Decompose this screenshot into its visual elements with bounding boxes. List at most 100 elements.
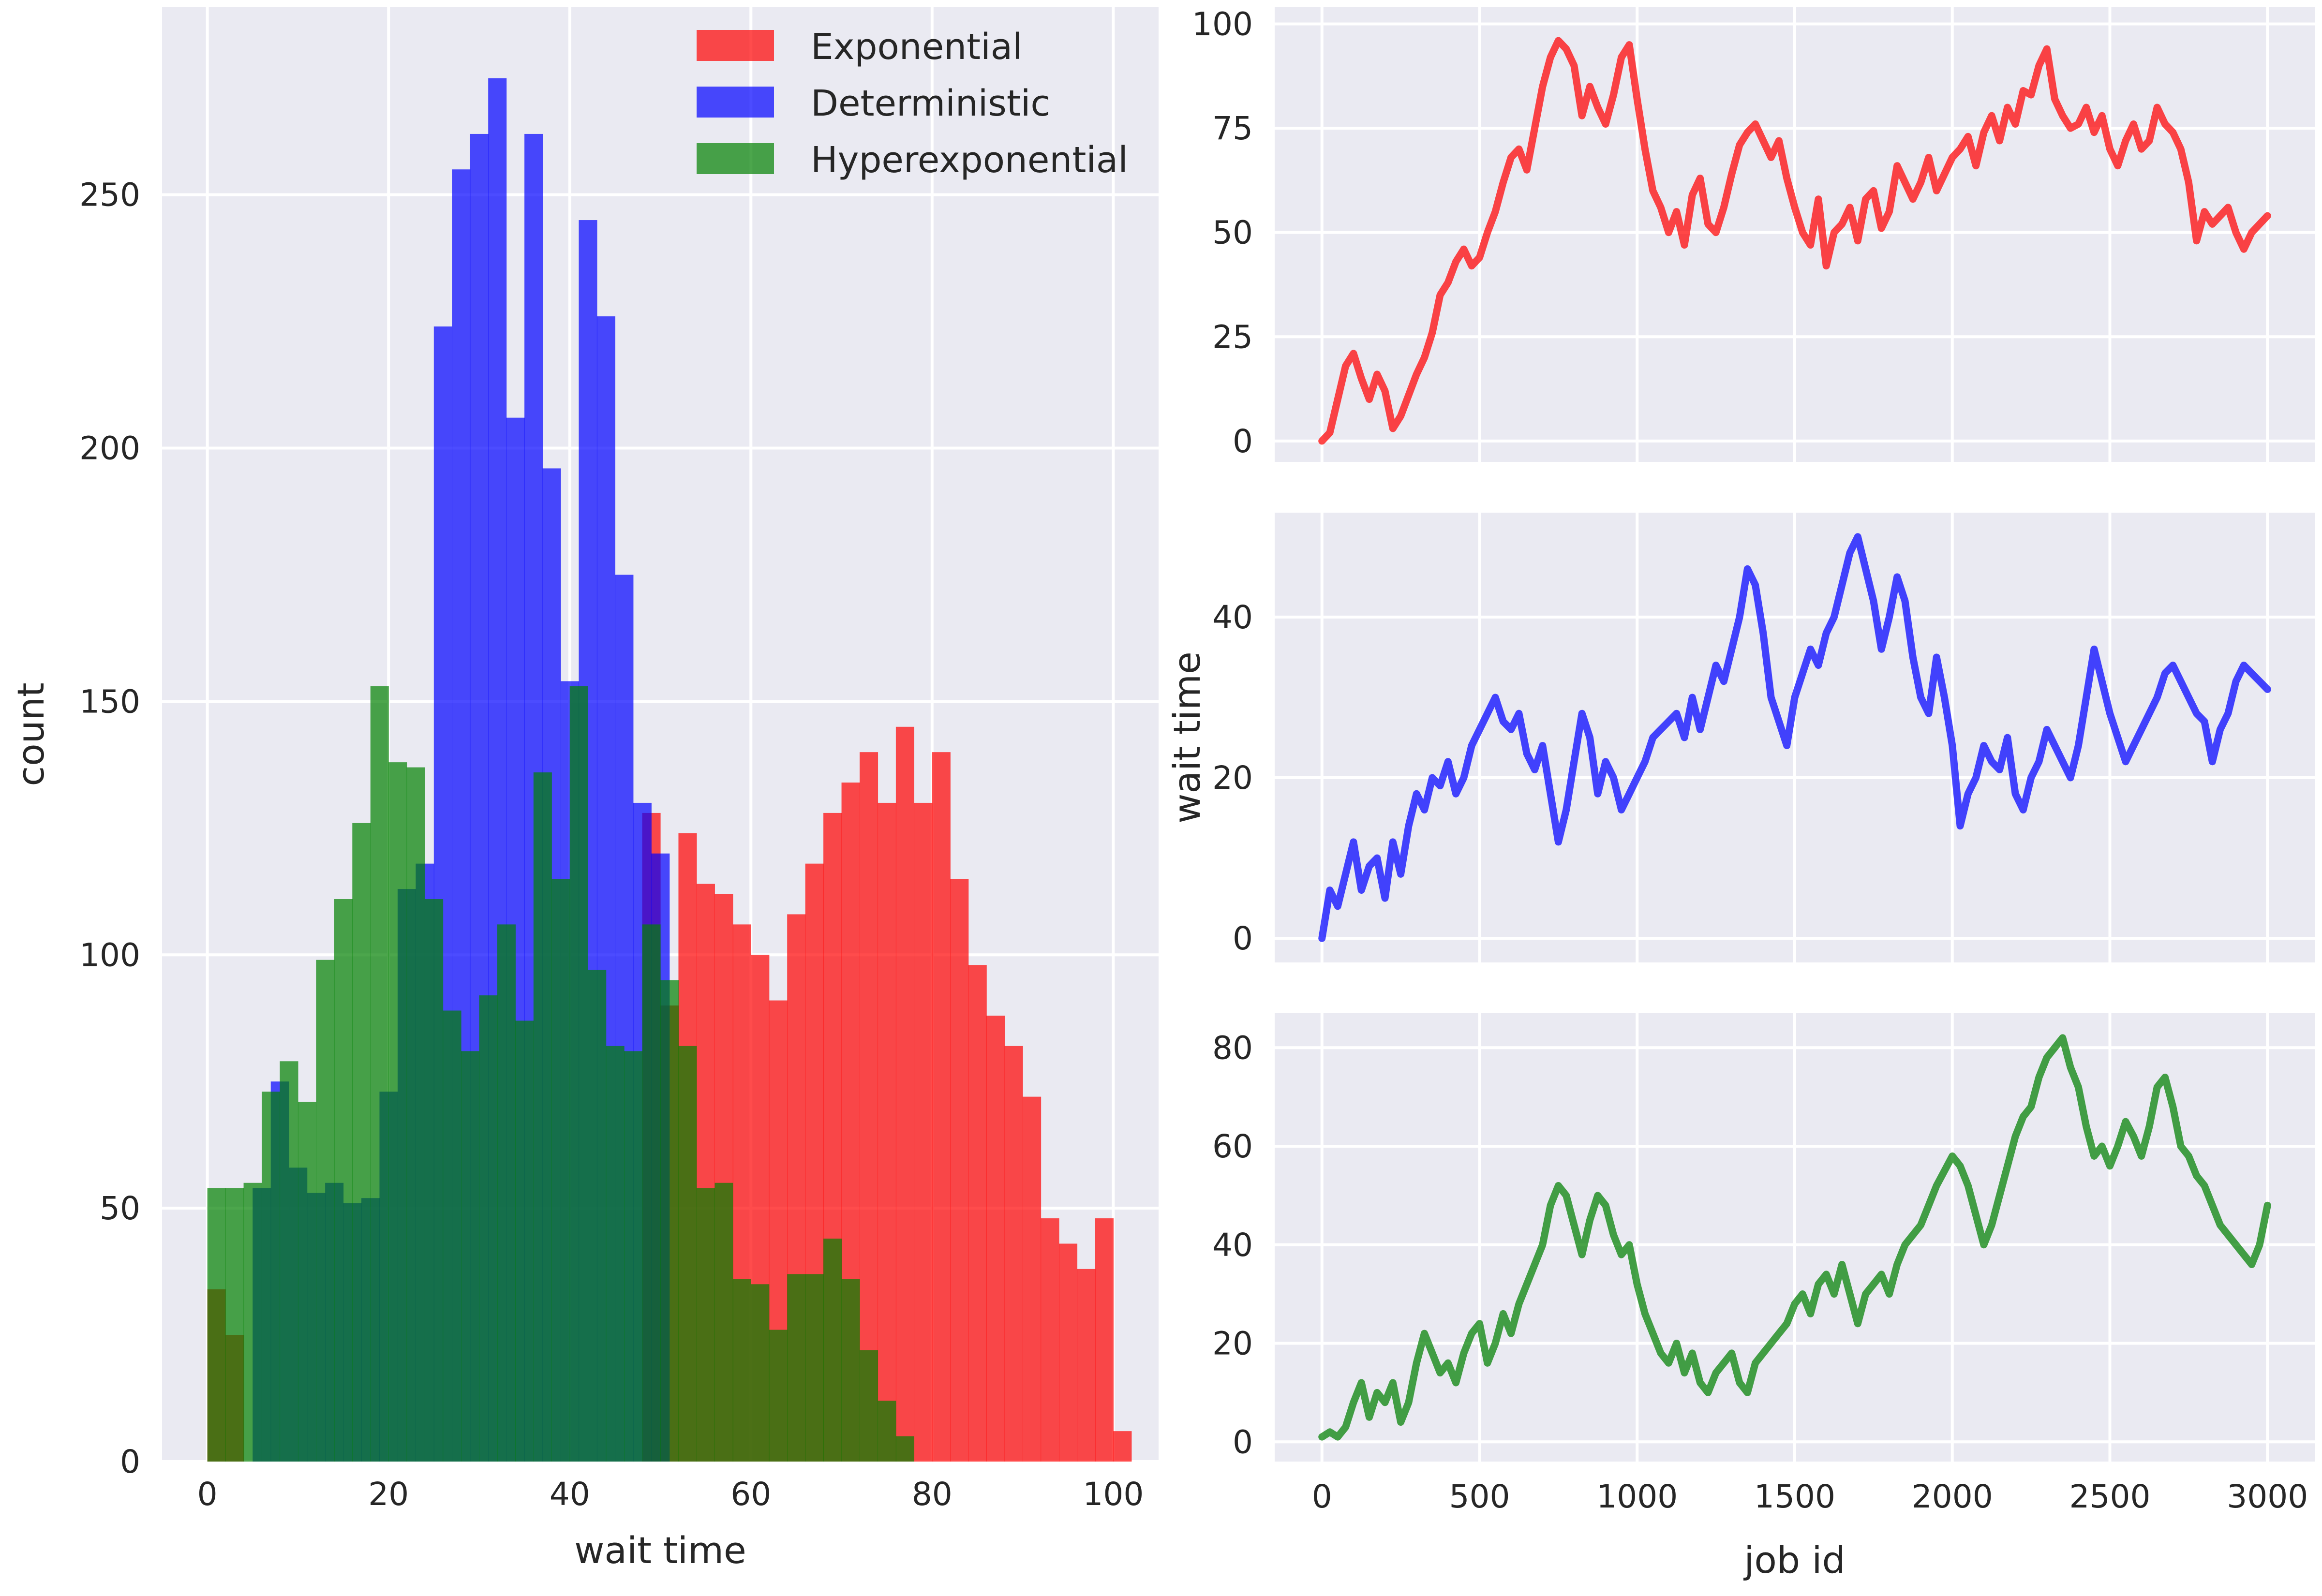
line-y-tick-label: 0 bbox=[1233, 423, 1253, 460]
histogram-x-tick-label: 60 bbox=[730, 1476, 771, 1513]
histogram-bar bbox=[443, 1010, 461, 1462]
line-x-tick-label: 0 bbox=[1312, 1478, 1332, 1515]
line-y-tick-label: 20 bbox=[1212, 759, 1253, 797]
histogram-bar bbox=[479, 995, 498, 1462]
histogram-y-tick-label: 50 bbox=[100, 1190, 140, 1227]
histogram-bar bbox=[388, 762, 407, 1462]
histogram-bar bbox=[1113, 1431, 1132, 1462]
histogram-bar bbox=[878, 1401, 896, 1462]
histogram-bar bbox=[461, 1051, 480, 1462]
histogram-bar bbox=[243, 1182, 262, 1462]
histogram-bar bbox=[225, 1188, 244, 1462]
histogram-bar bbox=[262, 1092, 281, 1462]
histogram-bar bbox=[914, 802, 933, 1462]
line-y-tick-label: 40 bbox=[1212, 1227, 1253, 1264]
histogram-bar bbox=[1041, 1218, 1059, 1462]
line-x-axis-label: job id bbox=[1743, 1538, 1845, 1581]
histogram-bar bbox=[280, 1061, 298, 1462]
histogram-bar bbox=[860, 1350, 878, 1462]
line-y-tick-label: 0 bbox=[1233, 920, 1253, 957]
histogram-bar bbox=[878, 802, 896, 1462]
histogram-bar bbox=[569, 686, 588, 1462]
histogram-bar bbox=[334, 899, 353, 1462]
histogram-bar bbox=[732, 1279, 751, 1462]
legend-label-deterministic: Deterministic bbox=[811, 83, 1050, 124]
histogram-bar bbox=[606, 1046, 625, 1462]
hyperexponential-line-panel: 0 500 1000 1500 2000 2500 3000 0 20 40 60 80 job id bbox=[1212, 1013, 2315, 1581]
line-y-axis-label: wait time bbox=[1165, 651, 1208, 824]
histogram-y-tick-label: 150 bbox=[79, 683, 140, 720]
line-y-tick-label: 75 bbox=[1212, 110, 1253, 147]
line-y-tick-label: 25 bbox=[1212, 318, 1253, 355]
histogram-x-tick-label: 40 bbox=[550, 1476, 590, 1513]
histogram-bar bbox=[823, 1238, 842, 1462]
histogram-y-tick-label: 250 bbox=[79, 177, 140, 214]
line-y-tick-label: 0 bbox=[1233, 1423, 1253, 1461]
histogram-bar bbox=[1059, 1243, 1078, 1462]
histogram-y-tick-label: 200 bbox=[79, 430, 140, 467]
histogram-bar bbox=[588, 970, 607, 1462]
line-y-tick-label: 40 bbox=[1212, 599, 1253, 636]
histogram-bar bbox=[968, 965, 987, 1462]
histogram-bar bbox=[1023, 1096, 1042, 1462]
histogram-bar bbox=[533, 772, 552, 1462]
legend-swatch-exponential bbox=[697, 30, 774, 61]
histogram-bar bbox=[370, 686, 389, 1462]
histogram-bar bbox=[986, 1015, 1005, 1462]
legend-label-hyperexponential: Hyperexponential bbox=[811, 139, 1128, 181]
histogram-bar bbox=[787, 1274, 806, 1462]
line-x-tick-label: 500 bbox=[1449, 1478, 1510, 1515]
histogram-bar bbox=[696, 1188, 715, 1462]
histogram-bar bbox=[207, 1188, 226, 1462]
histogram-y-tick-label: 0 bbox=[120, 1443, 140, 1480]
histogram-bar bbox=[316, 960, 335, 1462]
histogram-bars bbox=[207, 78, 1132, 1462]
legend-swatch-hyperexponential bbox=[697, 143, 774, 174]
histogram-bar bbox=[950, 879, 969, 1462]
line-y-tick-label: 20 bbox=[1212, 1325, 1253, 1362]
histogram-bar bbox=[660, 980, 679, 1462]
exponential-line-panel: 0 25 50 75 100 bbox=[1192, 5, 2315, 462]
histogram-bar bbox=[352, 823, 371, 1462]
histogram-bar bbox=[425, 899, 444, 1462]
histogram-legend: Exponential Deterministic Hyperexponential bbox=[697, 26, 1128, 181]
histogram-bar bbox=[551, 879, 570, 1462]
histogram-bar bbox=[751, 1284, 770, 1462]
histogram-bar bbox=[515, 1020, 534, 1462]
histogram-bar bbox=[298, 1102, 316, 1462]
histogram-bar bbox=[895, 726, 914, 1462]
histogram-bar bbox=[932, 752, 951, 1462]
histogram-bar bbox=[642, 924, 661, 1462]
histogram-y-tick-label: 100 bbox=[79, 936, 140, 974]
line-x-tick-label: 1500 bbox=[1754, 1478, 1835, 1515]
line-x-tick-label: 1000 bbox=[1596, 1478, 1678, 1515]
line-series bbox=[1318, 1034, 2271, 1441]
histogram-x-tick-label: 0 bbox=[197, 1476, 218, 1513]
histogram-x-tick-label: 100 bbox=[1083, 1476, 1144, 1513]
histogram-bar bbox=[678, 1046, 697, 1462]
line-series bbox=[1318, 533, 2271, 942]
histogram-bar bbox=[1004, 1046, 1023, 1462]
histogram-bar bbox=[1095, 1218, 1114, 1462]
legend-label-exponential: Exponential bbox=[811, 26, 1023, 68]
line-y-tick-label: 100 bbox=[1192, 5, 1253, 43]
histogram-bar bbox=[624, 1051, 643, 1462]
histogram-bar bbox=[895, 1436, 914, 1462]
histogram-y-axis-label: count bbox=[9, 682, 52, 786]
histogram-panel: 0 20 40 60 80 100 0 50 100 150 200 250 wait time coun… bbox=[9, 7, 1159, 1572]
line-x-tick-label: 2500 bbox=[2069, 1478, 2151, 1515]
histogram-bar bbox=[406, 767, 425, 1462]
line-x-tick-label: 3000 bbox=[2227, 1478, 2308, 1515]
legend-swatch-deterministic bbox=[697, 87, 774, 118]
histogram-x-tick-label: 80 bbox=[912, 1476, 953, 1513]
histogram-x-axis-label: wait time bbox=[574, 1529, 746, 1572]
histogram-x-tick-label: 20 bbox=[368, 1476, 409, 1513]
line-y-tick-label: 50 bbox=[1212, 214, 1253, 251]
histogram-bar bbox=[1077, 1269, 1096, 1462]
histogram-bar bbox=[769, 1330, 788, 1462]
line-x-tick-label: 2000 bbox=[1912, 1478, 1993, 1515]
histogram-series-hyperexponential bbox=[207, 686, 914, 1462]
line-series bbox=[1318, 37, 2271, 445]
